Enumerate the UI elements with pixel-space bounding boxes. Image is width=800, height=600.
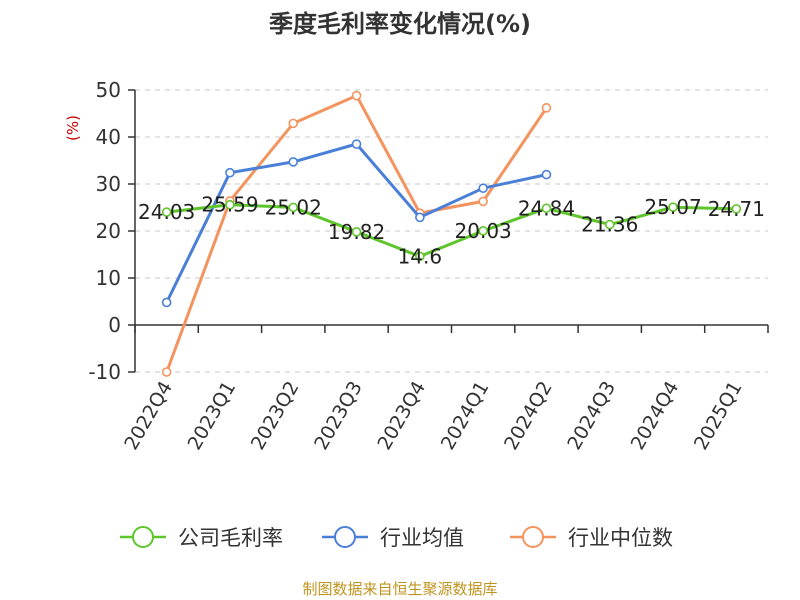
data-point[interactable] <box>161 207 172 217</box>
data-label: 25.07 <box>644 195 701 219</box>
data-point[interactable] <box>415 251 425 262</box>
data-label: 24.84 <box>518 196 575 220</box>
chart-title: 季度毛利率变化情况(%) <box>269 10 531 38</box>
legend[interactable]: 公司毛利率 行业均值 行业中位数 <box>120 526 673 550</box>
legend-item[interactable]: 行业中位数 <box>510 526 673 550</box>
y-tick-label: 20 <box>96 219 121 243</box>
y-tick-label: 40 <box>96 125 121 149</box>
x-tick-label: 2023Q1 <box>184 378 241 454</box>
legend-marker-circle <box>522 526 544 548</box>
data-label: 14.6 <box>398 244 443 268</box>
x-tick-label: 2023Q3 <box>310 378 367 454</box>
x-tick-label: 2024Q4 <box>627 378 684 454</box>
data-point[interactable] <box>288 202 299 213</box>
y-tick-label: -10 <box>88 360 121 384</box>
x-tick-label: 2023Q4 <box>373 378 430 454</box>
data-point[interactable] <box>541 169 552 180</box>
data-point[interactable] <box>731 204 742 214</box>
data-label: 20.03 <box>455 219 512 243</box>
series-1 <box>161 139 552 308</box>
data-point[interactable] <box>225 167 235 178</box>
data-point[interactable] <box>288 118 299 129</box>
data-label: 19.82 <box>328 220 385 244</box>
data-point[interactable] <box>351 139 362 149</box>
data-point[interactable] <box>604 219 615 230</box>
legend-label: 行业中位数 <box>568 526 673 550</box>
x-tick-label: 2023Q2 <box>247 378 304 454</box>
data-point[interactable] <box>161 297 172 308</box>
data-point[interactable] <box>415 212 425 223</box>
data-point[interactable] <box>161 367 172 377</box>
y-tick-label: 0 <box>108 313 121 337</box>
data-point[interactable] <box>288 157 299 167</box>
x-tick-label: 2024Q1 <box>437 378 494 454</box>
series-line <box>166 203 737 258</box>
y-tick-label: 10 <box>96 266 121 290</box>
data-point[interactable] <box>478 196 488 207</box>
legend-label: 行业均值 <box>380 526 464 550</box>
data-point[interactable] <box>225 199 235 210</box>
legend-marker-circle <box>334 526 356 548</box>
data-label: 21.36 <box>581 213 638 237</box>
data-point[interactable] <box>541 103 552 113</box>
data-point[interactable] <box>478 226 488 236</box>
x-tick-label: 2024Q2 <box>500 378 557 454</box>
data-point[interactable] <box>668 202 678 212</box>
y-axis-label: (%) <box>64 115 82 141</box>
legend-item[interactable]: 行业均值 <box>322 526 464 550</box>
data-point[interactable] <box>351 90 362 101</box>
data-labels: 24.03 25.59 25.0219.8214.620.0324.8421.362… <box>138 193 765 269</box>
y-tick-label: 50 <box>96 78 121 102</box>
legend-label: 公司毛利率 <box>178 526 283 550</box>
data-point[interactable] <box>541 203 552 214</box>
x-tick-label: 2025Q1 <box>690 378 747 454</box>
x-tick-label: 2024Q3 <box>563 378 620 454</box>
data-label: 25.59 <box>201 193 258 217</box>
legend-marker-circle <box>132 526 154 548</box>
data-label: 24.03 <box>138 200 195 224</box>
data-point[interactable] <box>351 227 362 237</box>
y-tick-label: 30 <box>96 172 121 196</box>
series-0 <box>161 199 742 262</box>
x-tick-label: 2022Q4 <box>120 378 177 454</box>
source-note: 制图数据来自恒生聚源数据库 <box>302 580 497 598</box>
data-point[interactable] <box>478 183 488 194</box>
legend-item[interactable]: 公司毛利率 <box>120 526 283 550</box>
data-label: 24.71 <box>708 197 765 221</box>
series-layer <box>161 90 742 377</box>
data-label: 25.02 <box>265 195 322 219</box>
